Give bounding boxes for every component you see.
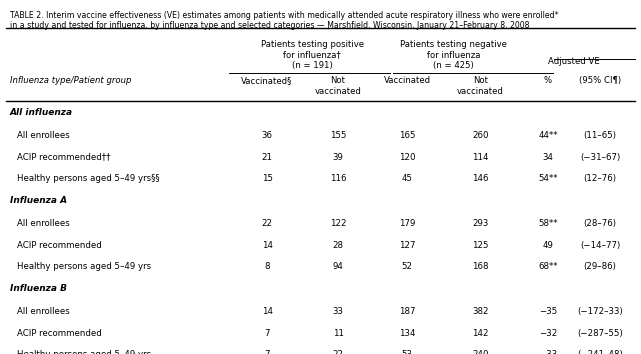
Text: 187: 187 bbox=[399, 307, 415, 316]
Text: 36: 36 bbox=[262, 131, 272, 140]
Text: All influenza: All influenza bbox=[10, 108, 72, 116]
Text: 122: 122 bbox=[330, 219, 346, 228]
Text: (−31–67): (−31–67) bbox=[580, 153, 620, 162]
Text: Healthy persons aged 5–49 yrs§§: Healthy persons aged 5–49 yrs§§ bbox=[17, 174, 160, 183]
Text: 116: 116 bbox=[330, 174, 346, 183]
Text: ACIP recommended††: ACIP recommended†† bbox=[17, 153, 111, 162]
Text: −33: −33 bbox=[539, 350, 557, 354]
Text: 125: 125 bbox=[472, 241, 489, 250]
Text: −32: −32 bbox=[539, 329, 557, 338]
Text: (−241–48): (−241–48) bbox=[577, 350, 623, 354]
Text: Vaccinated: Vaccinated bbox=[383, 76, 431, 85]
Text: in a study and tested for influenza, by influenza type and selected categories —: in a study and tested for influenza, by … bbox=[10, 21, 529, 30]
Text: 293: 293 bbox=[472, 219, 489, 228]
Text: 382: 382 bbox=[472, 307, 489, 316]
Text: Healthy persons aged 5–49 yrs: Healthy persons aged 5–49 yrs bbox=[17, 262, 151, 272]
Text: Patients testing positive
for influenza†
(n = 191): Patients testing positive for influenza†… bbox=[260, 40, 363, 70]
Text: 58**: 58** bbox=[538, 219, 558, 228]
Text: 168: 168 bbox=[472, 262, 489, 272]
Text: 49: 49 bbox=[542, 241, 553, 250]
Text: 260: 260 bbox=[472, 131, 489, 140]
Text: Healthy persons aged 5–49 yrs: Healthy persons aged 5–49 yrs bbox=[17, 350, 151, 354]
Text: 39: 39 bbox=[333, 153, 344, 162]
Text: All enrollees: All enrollees bbox=[17, 131, 70, 140]
Text: TABLE 2. Interim vaccine effectiveness (VE) estimates among patients with medica: TABLE 2. Interim vaccine effectiveness (… bbox=[10, 11, 558, 20]
Text: Influenza type/Patient group: Influenza type/Patient group bbox=[10, 76, 131, 85]
Text: 68**: 68** bbox=[538, 262, 558, 272]
Text: Not
vaccinated: Not vaccinated bbox=[457, 76, 504, 96]
Text: Influenza A: Influenza A bbox=[10, 196, 67, 205]
Text: Adjusted VE: Adjusted VE bbox=[548, 57, 600, 66]
Text: 52: 52 bbox=[402, 262, 413, 272]
Text: (28–76): (28–76) bbox=[583, 219, 617, 228]
Text: (−14–77): (−14–77) bbox=[580, 241, 620, 250]
Text: 33: 33 bbox=[333, 307, 344, 316]
Text: 142: 142 bbox=[472, 329, 489, 338]
Text: All enrollees: All enrollees bbox=[17, 219, 70, 228]
Text: 11: 11 bbox=[333, 329, 344, 338]
Text: Not
vaccinated: Not vaccinated bbox=[315, 76, 362, 96]
Text: 21: 21 bbox=[262, 153, 272, 162]
Text: Vaccinated§: Vaccinated§ bbox=[242, 76, 293, 85]
Text: 134: 134 bbox=[399, 329, 415, 338]
Text: −35: −35 bbox=[539, 307, 557, 316]
Text: (29–86): (29–86) bbox=[583, 262, 617, 272]
Text: 53: 53 bbox=[402, 350, 413, 354]
Text: 45: 45 bbox=[402, 174, 413, 183]
Text: (−172–33): (−172–33) bbox=[577, 307, 623, 316]
Text: 7: 7 bbox=[264, 329, 270, 338]
Text: 7: 7 bbox=[264, 350, 270, 354]
Text: ACIP recommended: ACIP recommended bbox=[17, 329, 102, 338]
Text: 22: 22 bbox=[262, 219, 272, 228]
Text: (11–65): (11–65) bbox=[583, 131, 617, 140]
Text: 34: 34 bbox=[542, 153, 553, 162]
Text: 14: 14 bbox=[262, 307, 272, 316]
Text: 44**: 44** bbox=[538, 131, 558, 140]
Text: 28: 28 bbox=[333, 241, 344, 250]
Text: 114: 114 bbox=[472, 153, 489, 162]
Text: 120: 120 bbox=[399, 153, 415, 162]
Text: 22: 22 bbox=[333, 350, 344, 354]
Text: (95% CI¶): (95% CI¶) bbox=[579, 76, 621, 85]
Text: 165: 165 bbox=[399, 131, 415, 140]
Text: 240: 240 bbox=[472, 350, 489, 354]
Text: 127: 127 bbox=[399, 241, 415, 250]
Text: (12–76): (12–76) bbox=[583, 174, 617, 183]
Text: 54**: 54** bbox=[538, 174, 558, 183]
Text: All enrollees: All enrollees bbox=[17, 307, 70, 316]
Text: %: % bbox=[544, 76, 552, 85]
Text: (−287–55): (−287–55) bbox=[577, 329, 623, 338]
Text: 15: 15 bbox=[262, 174, 272, 183]
Text: 146: 146 bbox=[472, 174, 489, 183]
Text: ACIP recommended: ACIP recommended bbox=[17, 241, 102, 250]
Text: 94: 94 bbox=[333, 262, 344, 272]
Text: 179: 179 bbox=[399, 219, 415, 228]
Text: 14: 14 bbox=[262, 241, 272, 250]
Text: 8: 8 bbox=[264, 262, 270, 272]
Text: Patients testing negative
for influenza
(n = 425): Patients testing negative for influenza … bbox=[400, 40, 507, 70]
Text: Influenza B: Influenza B bbox=[10, 284, 67, 293]
Text: 155: 155 bbox=[330, 131, 346, 140]
